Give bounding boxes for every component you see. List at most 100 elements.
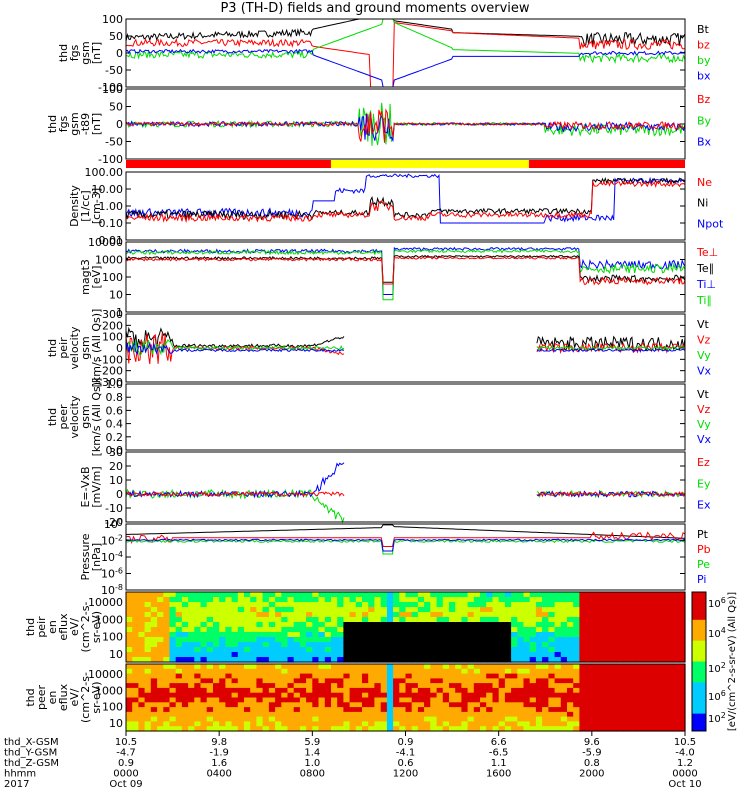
spectrogram-cell xyxy=(181,607,189,613)
spectrogram-cell xyxy=(405,711,413,718)
spectrogram-cell xyxy=(256,726,264,732)
spectrogram-cell xyxy=(548,673,556,679)
spectrogram-cell xyxy=(486,652,493,658)
spectrogram-cell xyxy=(231,673,239,679)
spectrogram-cell xyxy=(312,597,320,603)
spectrogram-cell xyxy=(498,711,506,718)
spectrogram-cell xyxy=(181,721,189,727)
spectrogram-cell xyxy=(362,652,369,658)
spectrogram-cell xyxy=(343,692,351,699)
spectrogram-cell xyxy=(299,692,307,699)
spectrogram-cell xyxy=(399,678,407,684)
spectrogram-cell xyxy=(349,664,357,670)
spectrogram-cell xyxy=(666,678,674,684)
spectrogram-cell xyxy=(194,607,202,613)
spectrogram-cell xyxy=(374,602,382,608)
spectrogram-cell xyxy=(331,683,338,689)
spectrogram-cell xyxy=(616,602,624,608)
spectrogram-cell xyxy=(467,632,475,638)
spectrogram-cell xyxy=(349,647,357,653)
spectrogram-cell xyxy=(206,668,214,675)
spectrogram-cell xyxy=(523,637,531,643)
spectrogram-cell xyxy=(467,726,475,732)
spectrogram-cell xyxy=(231,632,239,638)
spectrogram-cell xyxy=(262,668,270,675)
spectrogram-cell xyxy=(380,664,388,670)
spectrogram-cell xyxy=(281,657,289,663)
spectrogram-cell xyxy=(653,617,661,623)
spectrogram-cell xyxy=(567,726,574,732)
spectrogram-cell xyxy=(498,707,506,713)
spectrogram-cell xyxy=(529,726,537,732)
spectrogram-cell xyxy=(449,673,456,679)
spectrogram-cell xyxy=(250,617,257,623)
y-axis-label: -t89 xyxy=(79,113,92,135)
spectrogram-cell xyxy=(529,702,537,708)
spectrogram-cell xyxy=(281,716,289,722)
spectrogram-cell xyxy=(175,726,183,732)
spectrogram-cell xyxy=(231,716,239,722)
spectrogram-cell xyxy=(206,627,214,633)
spectrogram-cell xyxy=(554,726,562,732)
spectrogram-cell xyxy=(393,617,400,623)
spectrogram-cell xyxy=(511,716,518,722)
spectrogram-cell xyxy=(349,678,357,684)
spectrogram-cell xyxy=(517,721,525,727)
spectrogram-cell xyxy=(436,622,444,628)
spectrogram-cell xyxy=(200,622,208,628)
spectrogram-cell xyxy=(213,607,220,613)
spectrogram-cell xyxy=(355,716,363,722)
spectrogram-cell xyxy=(268,673,276,679)
spectrogram-cell xyxy=(653,612,661,618)
spectrogram-cell xyxy=(486,664,493,670)
spectrogram-cell xyxy=(411,632,419,638)
spectrogram-cell xyxy=(548,597,556,603)
spectrogram-cell xyxy=(324,617,332,623)
spectrogram-cell xyxy=(585,637,593,643)
spectrogram-cell xyxy=(281,711,289,718)
spectrogram-cell xyxy=(231,592,239,598)
spectrogram-cell xyxy=(622,711,630,718)
spectrogram-cell xyxy=(610,726,618,732)
spectrogram-cell xyxy=(231,664,239,670)
spectrogram-cell xyxy=(635,617,643,623)
spectrogram-cell xyxy=(194,692,202,699)
spectrogram-cell xyxy=(299,711,307,718)
spectrogram-cell xyxy=(436,597,444,603)
colorbar-cell xyxy=(692,685,706,690)
spectrogram-cell xyxy=(299,597,307,603)
spectrogram-cell xyxy=(194,664,202,670)
spectrogram-cell xyxy=(560,707,568,713)
spectrogram-cell xyxy=(343,627,351,633)
spectrogram-cell xyxy=(511,612,518,618)
spectrogram-cell xyxy=(498,664,506,670)
spectrogram-cell xyxy=(126,697,133,703)
spectrogram-cell xyxy=(473,622,481,628)
spectrogram-cell xyxy=(498,622,506,628)
spectrogram-cell xyxy=(268,612,276,618)
spectrogram-cell xyxy=(542,711,549,718)
spectrogram-cell xyxy=(573,678,580,684)
spectrogram-cell xyxy=(417,711,425,718)
spectrogram-cell xyxy=(678,632,686,638)
spectrogram-cell xyxy=(610,683,618,689)
spectrogram-cell xyxy=(604,617,612,623)
spectrogram-cell xyxy=(138,707,146,713)
series-Bx xyxy=(125,112,686,143)
spectrogram-cell xyxy=(666,642,674,648)
spectrogram-cell xyxy=(287,602,295,608)
spectrogram-cell xyxy=(237,592,245,598)
spectrogram-cell xyxy=(163,678,171,684)
spectrogram-cell xyxy=(424,592,431,598)
spectrogram-cell xyxy=(486,642,493,648)
spectrogram-cell xyxy=(424,716,431,722)
legend-label-Vz: Vz xyxy=(697,403,711,416)
spectrogram-cell xyxy=(244,678,251,684)
spectrogram-cell xyxy=(641,683,649,689)
spectrogram-cell xyxy=(492,697,500,703)
spectrogram-cell xyxy=(591,622,599,628)
spectrogram-cell xyxy=(653,683,661,689)
spectrogram-cell xyxy=(504,622,512,628)
colorbar-cell xyxy=(692,592,706,596)
spectrogram-cell xyxy=(163,683,171,689)
